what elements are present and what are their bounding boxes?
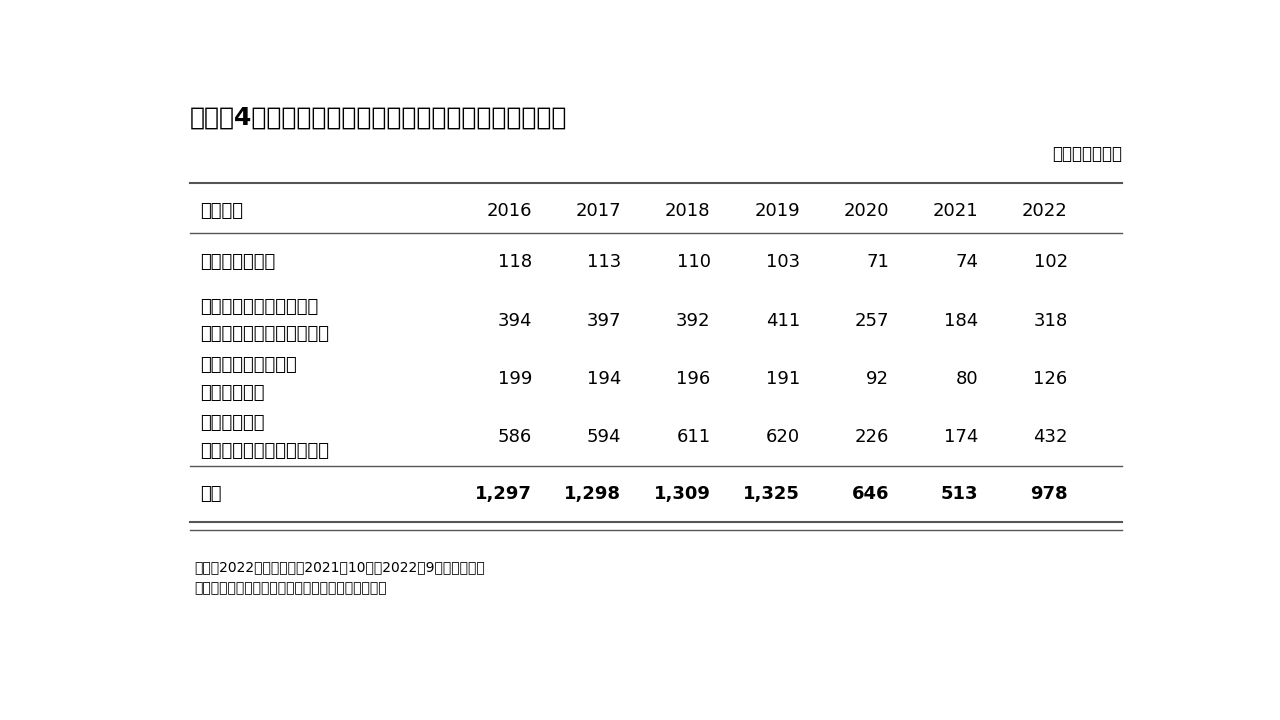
Text: 永住権発給件数: 永住権発給件数 [200, 253, 275, 271]
Text: 103: 103 [765, 253, 800, 271]
Text: 労働による一時滞在者と: 労働による一時滞在者と [200, 298, 317, 316]
Text: 196: 196 [676, 370, 710, 388]
Text: 318: 318 [1033, 312, 1068, 330]
Text: （図表4）　米国における永住権・各種ビザの発給件数: （図表4） 米国における永住権・各種ビザの発給件数 [189, 106, 567, 130]
Text: 184: 184 [945, 312, 978, 330]
Text: 2016: 2016 [486, 202, 532, 220]
Text: 611: 611 [676, 428, 710, 446]
Text: 586: 586 [498, 428, 532, 446]
Text: 2022: 2022 [1021, 202, 1068, 220]
Text: （出所）米国国土安全省資料よりインベスコが作成: （出所）米国国土安全省資料よりインベスコが作成 [195, 582, 388, 595]
Text: 2019: 2019 [754, 202, 800, 220]
Text: （注）2022財政年度は、2021年10月〜2022年9月をカバー。: （注）2022財政年度は、2021年10月〜2022年9月をカバー。 [195, 560, 485, 575]
Text: 118: 118 [498, 253, 532, 271]
Text: 74: 74 [955, 253, 978, 271]
Text: 1,325: 1,325 [742, 485, 800, 503]
Text: 2020: 2020 [844, 202, 890, 220]
Text: 432: 432 [1033, 428, 1068, 446]
Text: 2017: 2017 [576, 202, 621, 220]
Text: 71: 71 [867, 253, 890, 271]
Text: 513: 513 [941, 485, 978, 503]
Text: ビザ発給件数: ビザ発給件数 [200, 384, 264, 402]
Text: 2021: 2021 [933, 202, 978, 220]
Text: 102: 102 [1033, 253, 1068, 271]
Text: 1,297: 1,297 [475, 485, 532, 503]
Text: 174: 174 [945, 428, 978, 446]
Text: 92: 92 [867, 370, 890, 388]
Text: 199: 199 [498, 370, 532, 388]
Text: 620: 620 [765, 428, 800, 446]
Text: 1,309: 1,309 [654, 485, 710, 503]
Text: 113: 113 [588, 253, 621, 271]
Text: 257: 257 [855, 312, 890, 330]
Text: 交流訪問者と: 交流訪問者と [200, 414, 264, 432]
Text: （単位：万人）: （単位：万人） [1052, 145, 1123, 163]
Text: 1,298: 1,298 [564, 485, 621, 503]
Text: 194: 194 [588, 370, 621, 388]
Text: 学生をその家族向け: 学生をその家族向け [200, 356, 297, 374]
Text: 392: 392 [676, 312, 710, 330]
Text: 合計: 合計 [200, 485, 221, 503]
Text: 978: 978 [1030, 485, 1068, 503]
Text: 394: 394 [498, 312, 532, 330]
Text: 411: 411 [765, 312, 800, 330]
Text: 397: 397 [586, 312, 621, 330]
Text: 126: 126 [1033, 370, 1068, 388]
Text: 財政年度: 財政年度 [200, 202, 243, 220]
Text: 226: 226 [855, 428, 890, 446]
Text: その家族向けビザ発給件数: その家族向けビザ発給件数 [200, 442, 329, 460]
Text: 80: 80 [956, 370, 978, 388]
Text: 646: 646 [851, 485, 890, 503]
Text: その家族向けビザ発給件数: その家族向けビザ発給件数 [200, 325, 329, 343]
Text: 2018: 2018 [666, 202, 710, 220]
Text: 191: 191 [765, 370, 800, 388]
Text: 594: 594 [586, 428, 621, 446]
Text: 110: 110 [677, 253, 710, 271]
